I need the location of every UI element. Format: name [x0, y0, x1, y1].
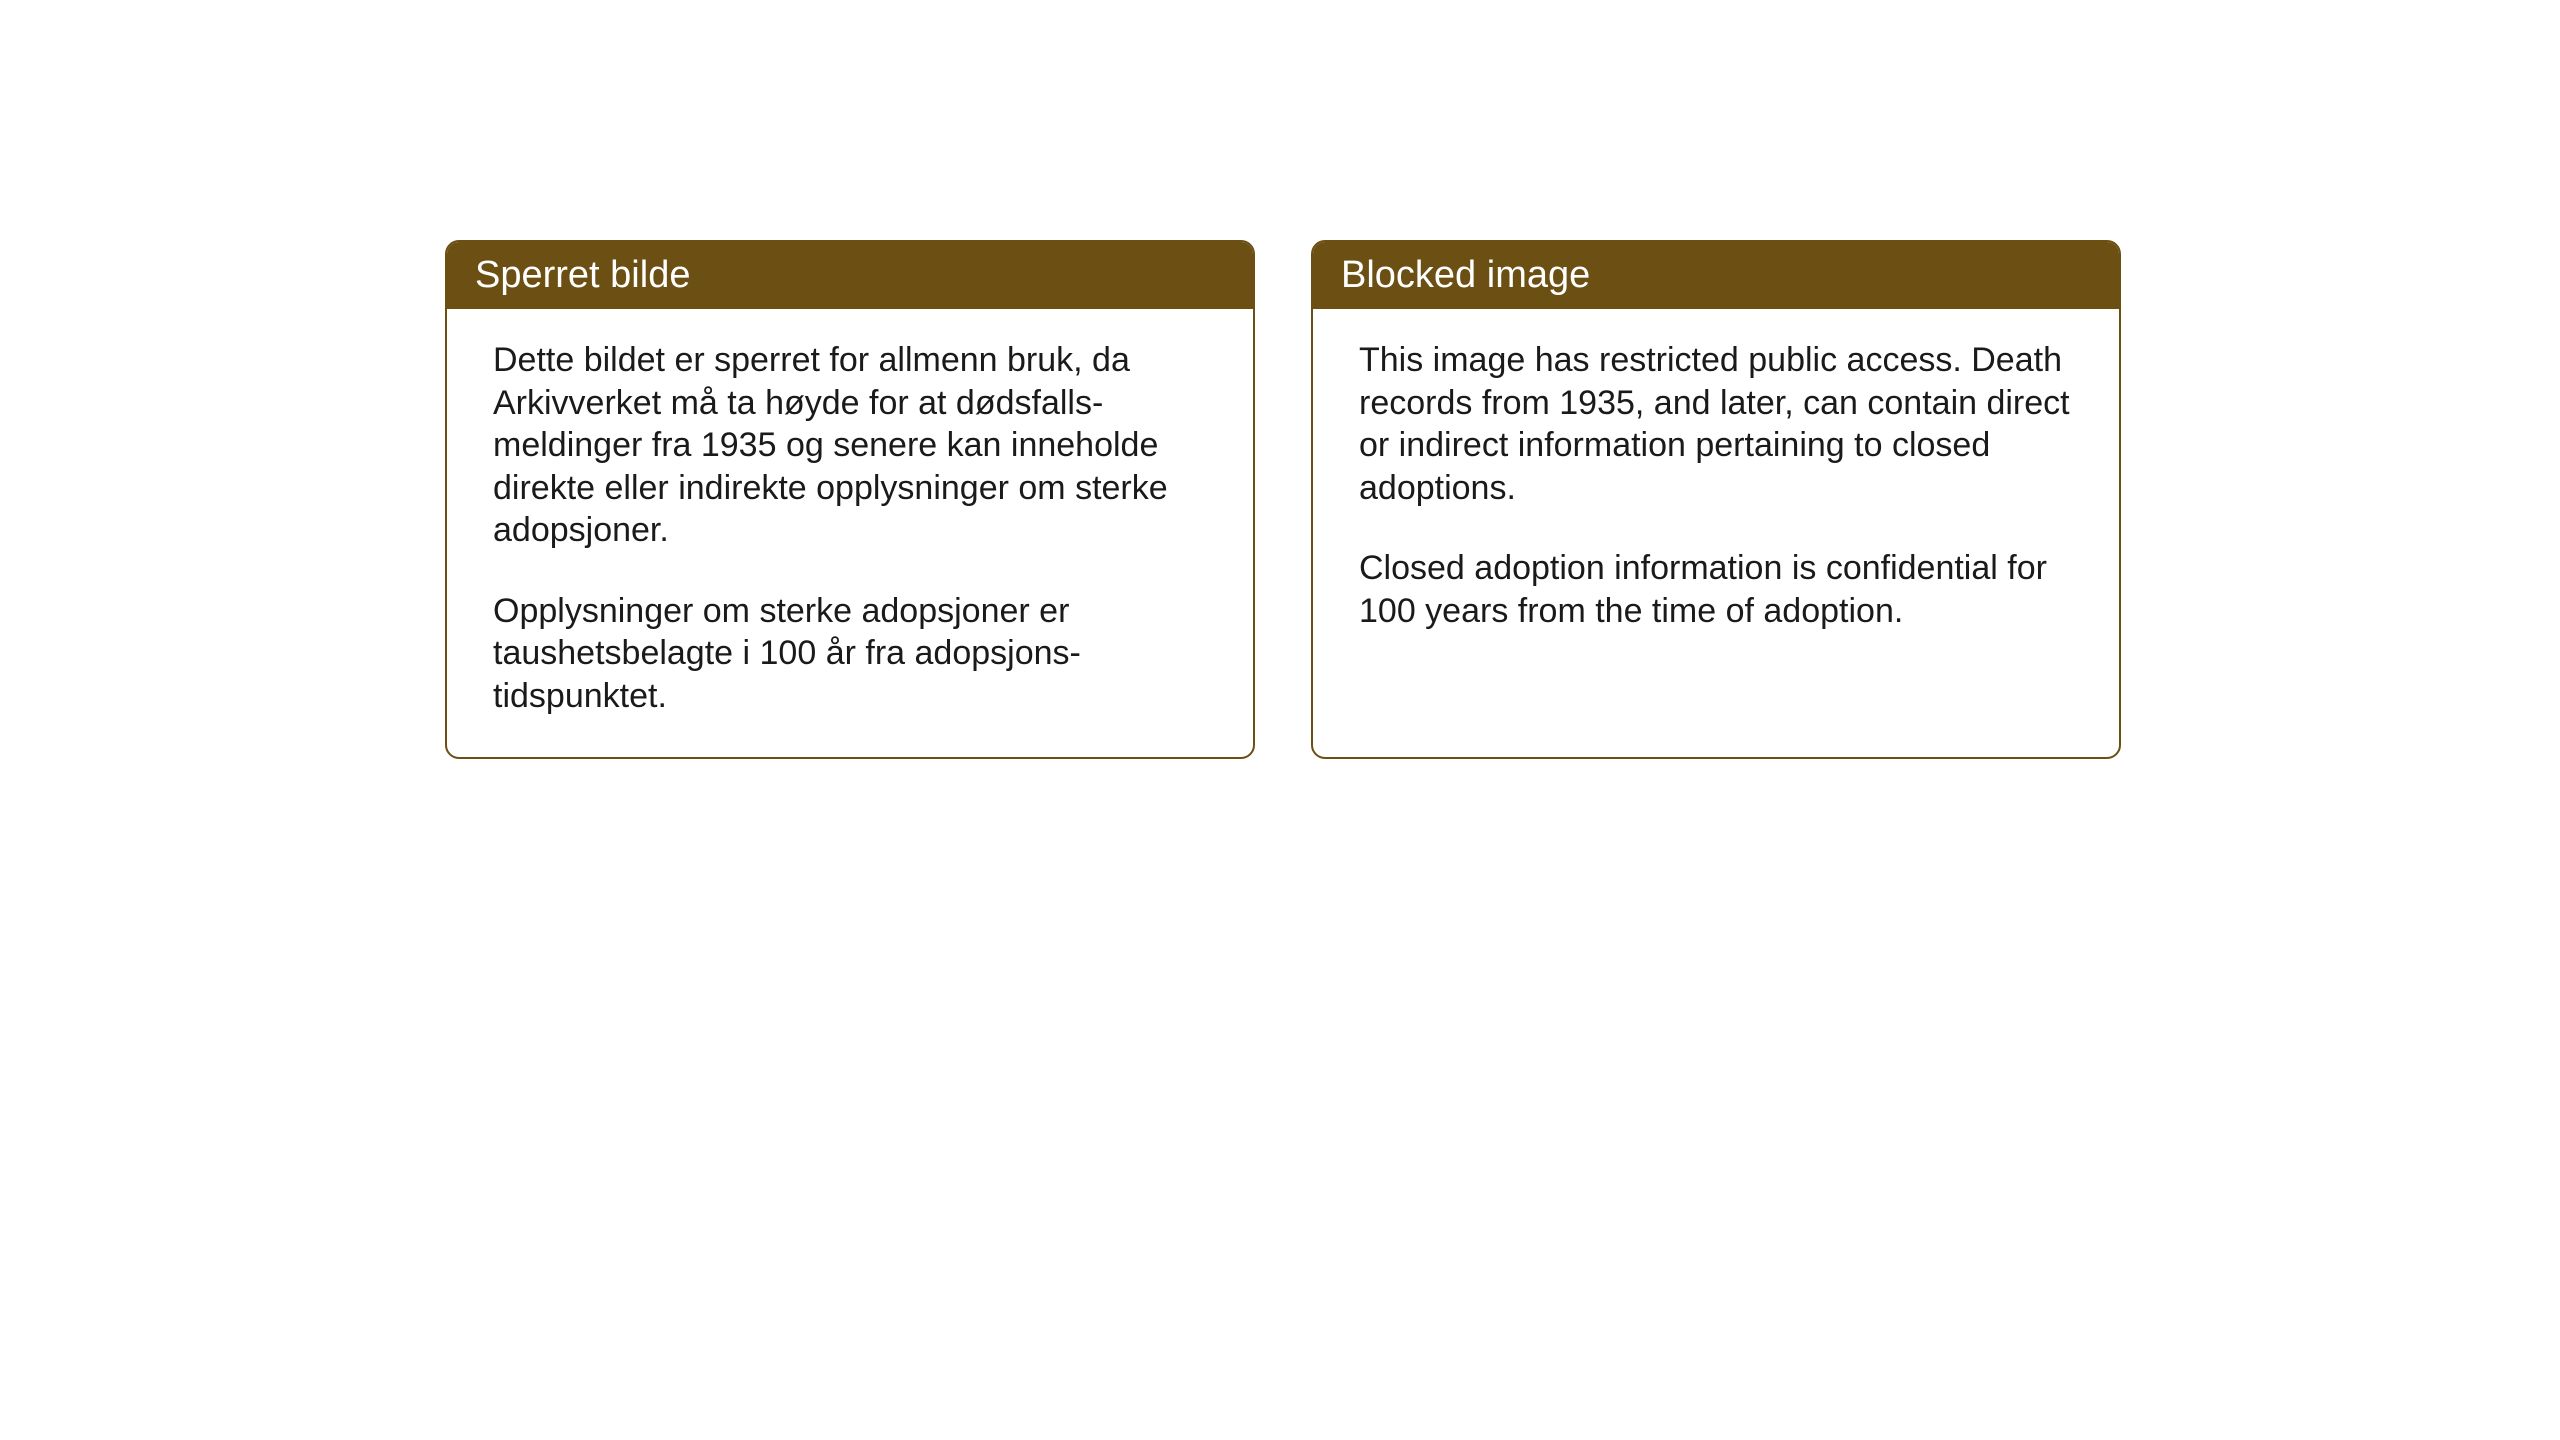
notice-card-english: Blocked image This image has restricted …: [1311, 240, 2121, 759]
card-paragraph-english-2: Closed adoption information is confident…: [1359, 547, 2073, 632]
card-header-norwegian: Sperret bilde: [447, 242, 1253, 309]
notice-card-norwegian: Sperret bilde Dette bildet er sperret fo…: [445, 240, 1255, 759]
notice-container: Sperret bilde Dette bildet er sperret fo…: [445, 240, 2121, 759]
card-body-english: This image has restricted public access.…: [1313, 309, 2119, 719]
card-paragraph-english-1: This image has restricted public access.…: [1359, 339, 2073, 509]
card-title-norwegian: Sperret bilde: [475, 254, 690, 296]
card-title-english: Blocked image: [1341, 254, 1590, 296]
card-header-english: Blocked image: [1313, 242, 2119, 309]
card-body-norwegian: Dette bildet er sperret for allmenn bruk…: [447, 309, 1253, 757]
card-paragraph-norwegian-2: Opplysninger om sterke adopsjoner er tau…: [493, 590, 1207, 718]
card-paragraph-norwegian-1: Dette bildet er sperret for allmenn bruk…: [493, 339, 1207, 552]
